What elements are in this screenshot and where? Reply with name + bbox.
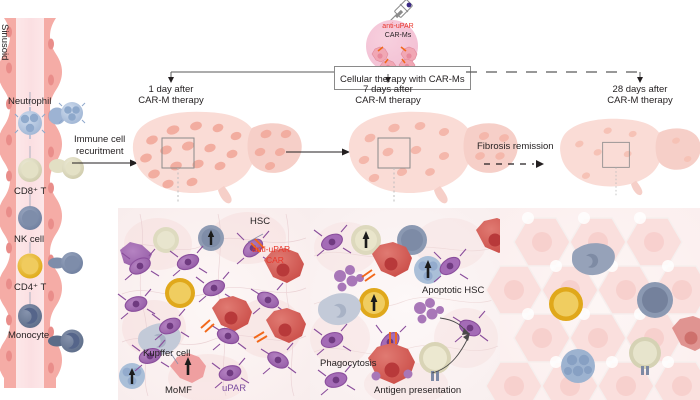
- nk-cell: [18, 194, 42, 230]
- arrow-day1-to-day7: [286, 148, 350, 156]
- antigen-presenting-cell: [419, 342, 451, 381]
- cellular-therapy-banner: Cellular therapy with CAR-Ms: [334, 66, 471, 90]
- sinusoid-wall-left: [0, 18, 16, 388]
- panel1-label-anti-upar: anti-uPAR: [252, 244, 291, 254]
- antigen-presentation-arrows: [431, 317, 470, 374]
- nk-cell: [637, 282, 673, 318]
- monocyte-cell: [18, 292, 42, 328]
- sinusoid-label-monocyte: Monocyte: [8, 330, 50, 341]
- fibrosis-nodules: [575, 127, 692, 179]
- hsc-cell: [317, 364, 356, 396]
- kupffer-cell: [318, 293, 361, 326]
- cd4-t-cell: [359, 288, 389, 318]
- panel1-label-hsc: HSC: [250, 216, 271, 227]
- hsc-cell: [313, 323, 352, 356]
- car-m-cell: [372, 242, 412, 277]
- transmigrating-neutrophil: [48, 102, 86, 125]
- sinusoid-vertical-label: Sinusoid: [0, 24, 10, 61]
- sinusoid-label-nkcell: NK cell: [14, 234, 45, 245]
- timeline-connectors: [168, 71, 643, 83]
- fibrosis-nodules: [140, 121, 292, 189]
- sinusoid-wall-right: [44, 18, 62, 388]
- microenv-panel-day1: [117, 208, 310, 400]
- timepoint-7day-line1: 7 days after: [363, 84, 413, 95]
- car-m-cell: [672, 316, 700, 351]
- sinusoid-label-neutrophil: Neutrophil: [8, 96, 52, 107]
- liver-illustration-day28: [560, 118, 700, 196]
- sinusoid-label-cd4t: CD4⁺ T: [14, 282, 47, 293]
- immune-recruitment-label-line1: Immune cell: [74, 134, 126, 145]
- fibrosis-remission-label: Fibrosis remission: [477, 141, 554, 152]
- timepoint-28day-line2: CAR-M therapy: [607, 95, 673, 106]
- kupffer-cell: [572, 243, 615, 276]
- car-m-phagocytosing-cell: [368, 343, 415, 384]
- fibrosis-nodules: [358, 121, 509, 183]
- panel2-label-antigen-presentation: Antigen presentation: [374, 385, 462, 396]
- cd8-t-cell: [18, 146, 42, 182]
- panel1-label-car: CAR: [266, 255, 284, 265]
- injection-label-line1: anti-uPAR: [382, 23, 414, 30]
- car-m-cell: [212, 296, 252, 331]
- hsc-cell: [433, 248, 469, 283]
- apoptotic-hsc: [334, 265, 364, 292]
- transmigrating-nk: [48, 252, 83, 274]
- hsc-group: [117, 230, 297, 389]
- liver-illustration-day7: [348, 111, 518, 204]
- hsc-cell: [313, 224, 352, 257]
- panel2-label-phagocytosis: Phagocytosis: [320, 358, 377, 369]
- sinusoid-label-cd8t: CD8⁺ T: [14, 186, 47, 197]
- panel1-leader-lines: [169, 233, 264, 365]
- cd4-t-cell: [165, 278, 195, 308]
- liver-illustration-day1: [132, 111, 302, 204]
- liver-zoom-box-day28: [602, 141, 630, 168]
- cd4-t-cell: [549, 287, 583, 321]
- microenv-panel-day7: [310, 208, 516, 400]
- momf-cell-pink: [170, 353, 206, 383]
- neutrophil-cell: [119, 363, 145, 389]
- panel2-label-apoptotic-hsc: Apoptotic HSC: [422, 285, 485, 296]
- neutrophil-cell: [14, 92, 46, 139]
- cd4-t-cell: [17, 242, 43, 279]
- neutrophil-cell: [414, 256, 442, 284]
- car-engagement-icon: [361, 269, 397, 344]
- car-m-cell: [266, 308, 306, 343]
- liver-body: [560, 118, 700, 196]
- timepoint-1day-line1: 1 day after: [148, 84, 194, 95]
- sinusoid-diagram: [0, 18, 86, 388]
- injection-label-line2: CAR-Ms: [384, 32, 412, 39]
- cd8-t-cell: [629, 337, 661, 375]
- microenv-panel-day28: [485, 208, 700, 400]
- apoptotic-hsc: [414, 298, 444, 324]
- car-m-cell: [264, 248, 304, 283]
- cellular-therapy-banner-label: Cellular therapy with CAR-Ms: [340, 74, 465, 85]
- panel1-label-momf: MoMF: [165, 385, 192, 396]
- transmigrating-monocyte: [48, 329, 84, 353]
- momf-cell: [351, 225, 381, 255]
- timepoint-7day-line2: CAR-M therapy: [355, 95, 421, 106]
- momf-cell: [198, 225, 224, 251]
- fibrosis-remission-arrow: [484, 160, 544, 168]
- timepoint-1day-line2: CAR-M therapy: [138, 95, 204, 106]
- timepoint-28day-line1: 28 days after: [612, 84, 668, 95]
- neutrophil-cell: [561, 349, 595, 383]
- hsc-cell: [452, 310, 489, 343]
- panel1-label-upar: uPAR: [222, 383, 247, 394]
- car-engagement-icon: [200, 238, 268, 343]
- immune-recruitment-arrow: [72, 159, 138, 167]
- panel1-label-kupffer-cell: Kupffer cell: [143, 348, 191, 359]
- immune-recruitment-label-line2: recuritment: [76, 146, 124, 157]
